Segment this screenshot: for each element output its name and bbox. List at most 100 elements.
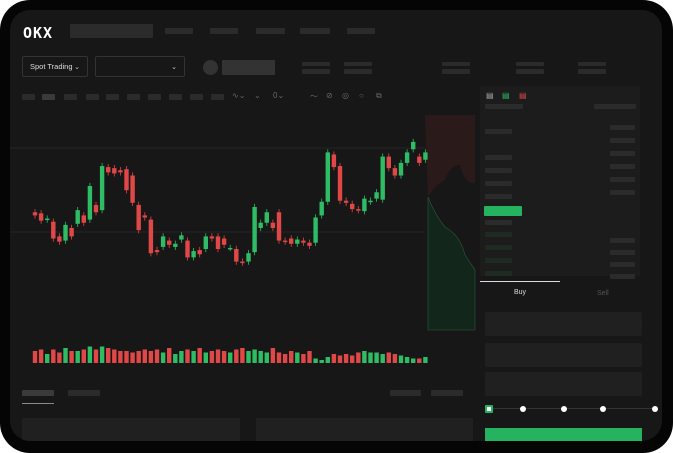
candle (179, 235, 184, 240)
slider-step[interactable] (520, 406, 526, 412)
total-input[interactable] (485, 372, 642, 396)
volume-bar (368, 352, 373, 363)
volume-bar (282, 354, 288, 363)
candle (270, 222, 276, 228)
candle (252, 207, 257, 253)
pair-dropdown[interactable]: ⌄ (95, 56, 185, 77)
candle (57, 236, 62, 242)
candle (368, 200, 373, 203)
volume-bar (173, 354, 178, 363)
settings-icon[interactable]: 0⌄ (273, 91, 285, 100)
volume-bar (295, 352, 300, 363)
volume-bar (270, 348, 276, 363)
stat-value (344, 69, 372, 74)
volume-bar (331, 354, 337, 363)
search-bar[interactable] (70, 24, 153, 38)
expand-icon[interactable]: ⧉ (376, 91, 382, 100)
ask-price (485, 168, 512, 173)
volume-bar (392, 354, 398, 363)
buy-submit-button[interactable] (485, 428, 642, 441)
slider-step[interactable] (561, 406, 567, 412)
volume-bar (197, 348, 202, 363)
slider-step[interactable] (652, 406, 658, 412)
timeframe-button (211, 94, 224, 100)
candle (325, 152, 330, 202)
nav-item[interactable] (256, 28, 285, 34)
volume-bar (69, 351, 74, 363)
volume-bar (87, 346, 93, 363)
tab-underline (22, 403, 54, 404)
volume-bar (276, 352, 282, 363)
nav-item[interactable] (347, 28, 375, 34)
volume-bar (343, 354, 349, 363)
nav-item[interactable] (165, 28, 193, 34)
volume-bar (57, 352, 62, 363)
tab-order-history[interactable] (68, 390, 100, 396)
nav-item[interactable] (210, 28, 238, 34)
candle (191, 251, 196, 258)
tab-open-orders[interactable] (22, 390, 54, 396)
volume-bar (215, 349, 221, 363)
amount-input[interactable] (485, 343, 642, 367)
volume-bar (51, 349, 56, 363)
pair-price (222, 60, 275, 75)
ask-size (610, 125, 635, 130)
candle (228, 247, 233, 250)
spot-trading-label: Spot Trading (30, 62, 73, 71)
candle (154, 250, 160, 253)
indicator-icon[interactable]: ∿⌄ (232, 91, 246, 100)
timeframe-button (127, 94, 140, 100)
candle (411, 141, 416, 150)
candle (337, 166, 343, 201)
price-input[interactable] (485, 312, 642, 336)
slider-handle[interactable] (485, 405, 493, 413)
filter-button[interactable] (431, 390, 463, 396)
ask-price (485, 155, 512, 160)
ask-size (610, 177, 635, 182)
volume-bar (228, 352, 233, 363)
slider-step[interactable] (600, 406, 606, 412)
spot-trading-button[interactable]: Spot Trading ⌄ (22, 56, 88, 77)
volume-bar (45, 354, 50, 363)
sell-tab[interactable]: Sell (597, 290, 609, 297)
volume-bar (203, 352, 208, 363)
target-icon[interactable]: ◎ (342, 91, 349, 100)
both-view-icon[interactable]: ▤ (486, 91, 494, 100)
candle (106, 167, 111, 173)
volume-bar (417, 358, 422, 363)
volume-bar (32, 351, 38, 363)
volume-bar (380, 354, 385, 363)
volume-bar (136, 351, 141, 363)
candle (289, 238, 294, 244)
circle-icon[interactable]: ○ (359, 91, 364, 100)
nav-item[interactable] (300, 28, 330, 34)
ask-price (485, 220, 512, 225)
volume-bar (350, 355, 355, 363)
candle (124, 169, 129, 191)
filter-button[interactable] (390, 390, 421, 396)
leverage-slider[interactable] (490, 408, 655, 409)
candle (185, 240, 190, 258)
pen-icon[interactable]: ⊘ (326, 91, 333, 100)
candle (258, 222, 263, 228)
timeframe-button (190, 94, 203, 100)
candlestick-chart[interactable] (10, 105, 480, 365)
stat-value (578, 69, 606, 74)
orders-card (256, 418, 473, 441)
volume-bar (240, 348, 245, 363)
volume-bar (264, 352, 269, 363)
volume-bar (179, 351, 184, 363)
bid-size (610, 274, 635, 279)
okx-logo[interactable]: OKX (23, 24, 54, 42)
line-tool-icon[interactable]: 〜 (310, 92, 318, 101)
timeframe-button (86, 94, 99, 100)
chart-type-icon[interactable]: ⌄ (254, 91, 261, 100)
candle (167, 240, 172, 245)
bids-view-icon[interactable]: ▤ (502, 91, 510, 100)
volume-bar (289, 351, 294, 363)
volume-bar (209, 351, 215, 363)
buy-tab[interactable]: Buy (514, 289, 527, 296)
volume-bar (252, 349, 257, 363)
asks-view-icon[interactable]: ▤ (519, 91, 527, 100)
candle (350, 203, 355, 210)
